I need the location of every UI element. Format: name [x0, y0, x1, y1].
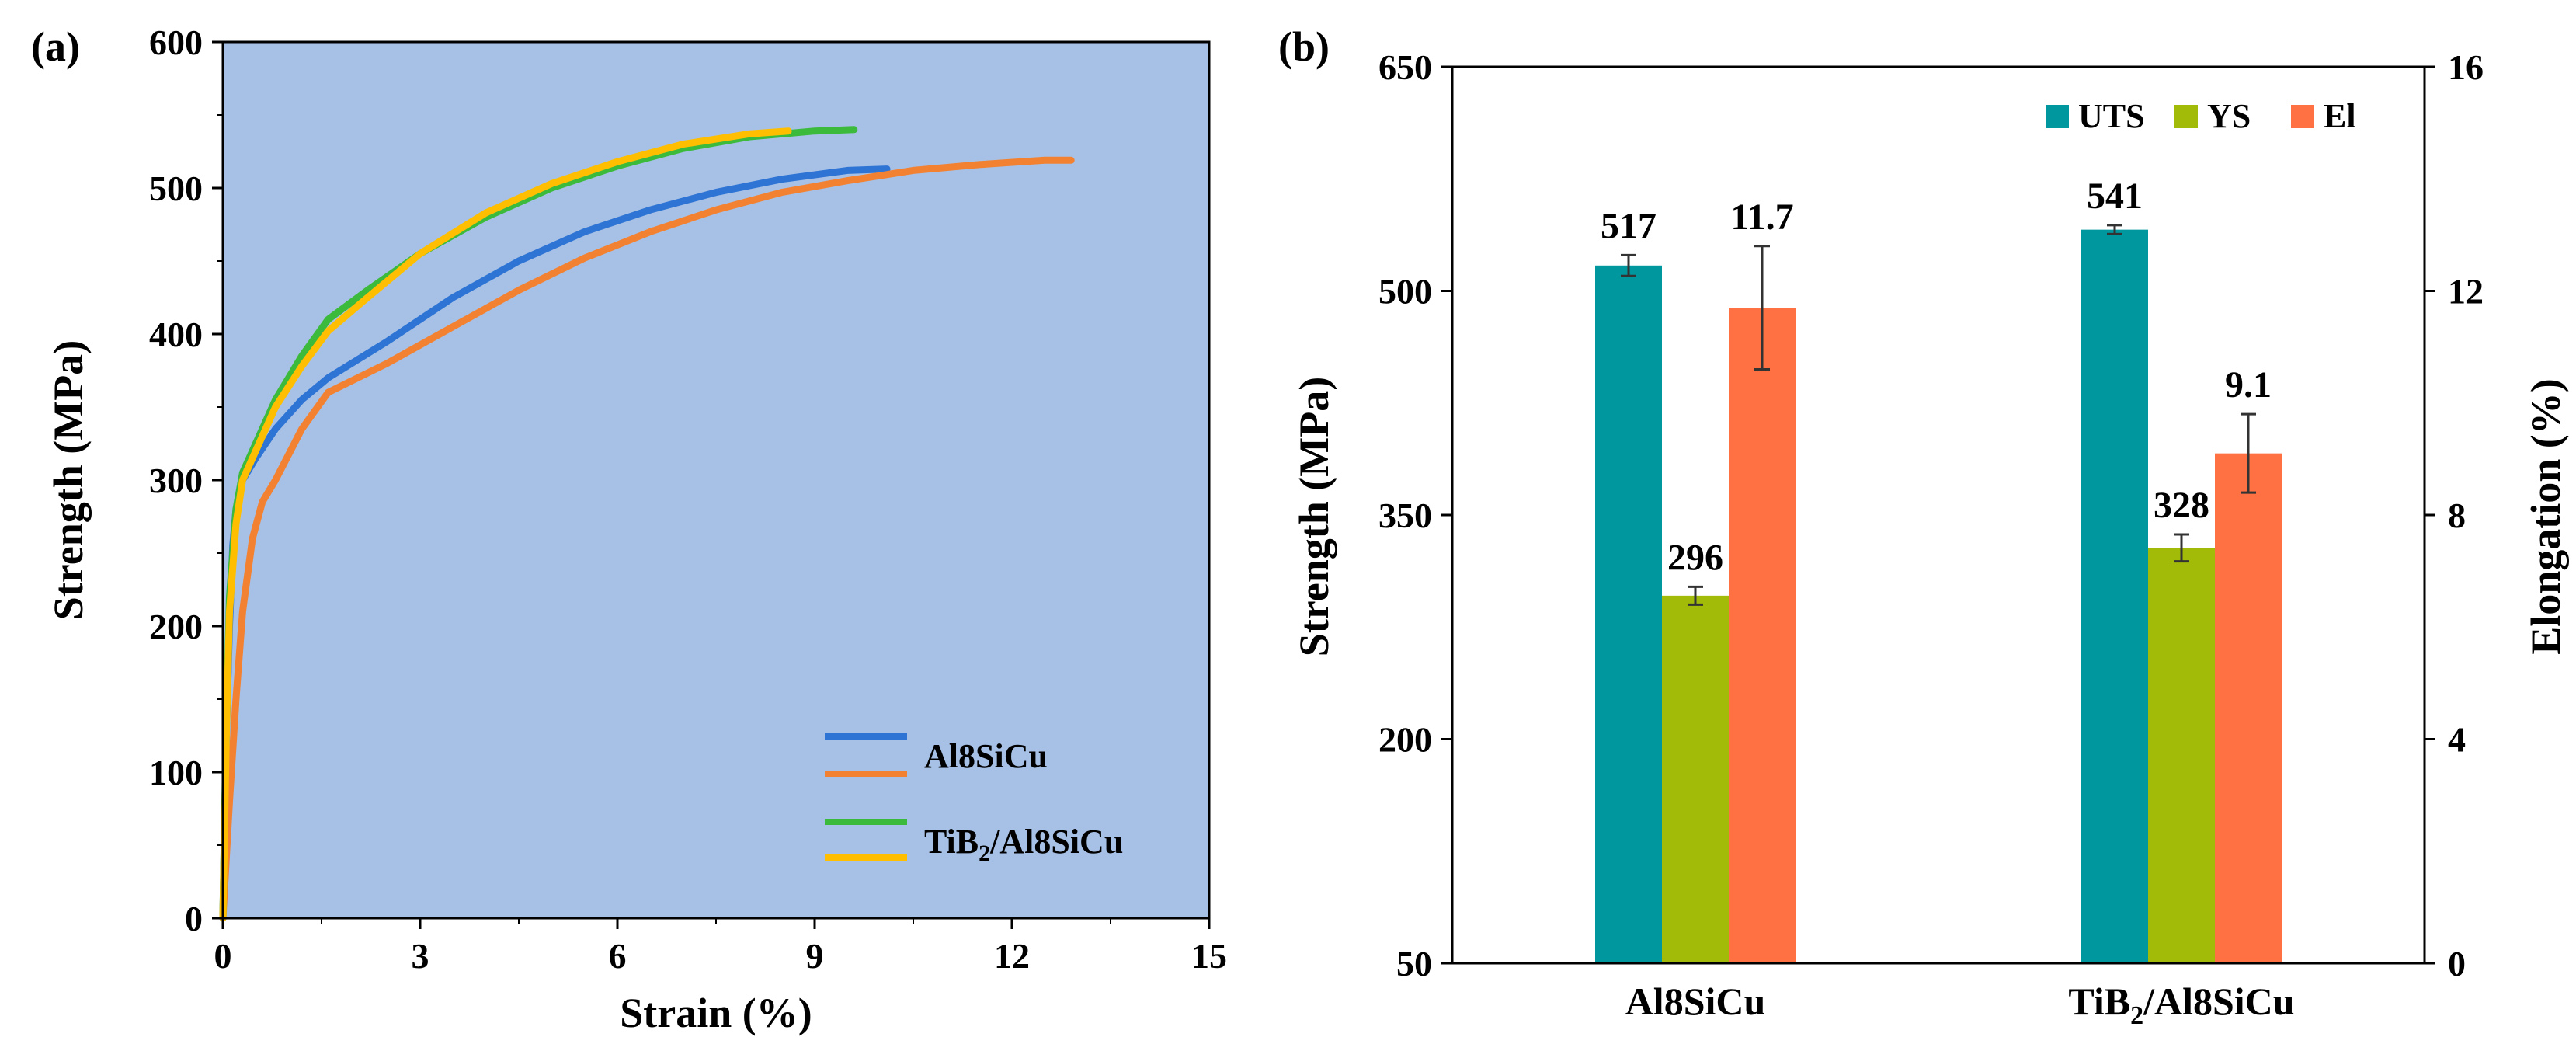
- data-label-uts-tib2-al8sicu: 541: [2087, 176, 2143, 217]
- right-tick-label: 16: [2448, 47, 2484, 87]
- right-tick-label: 0: [2448, 944, 2466, 983]
- y-tick-label: 600: [149, 23, 203, 62]
- x-tick-label: 6: [609, 936, 627, 976]
- right-tick-label: 12: [2448, 272, 2484, 311]
- plot-a-background: [223, 42, 1209, 918]
- bar-uts-tib2-al8sicu: [2081, 229, 2148, 964]
- left-tick-label: 650: [1378, 47, 1432, 87]
- panel-b-label: (b): [1278, 23, 1330, 70]
- category-label: Al8SiCu: [1625, 980, 1766, 1023]
- plot-a-legend: Al8SiCu TiB2/Al8SiCu: [825, 733, 1123, 866]
- data-label-uts-al8sicu: 517: [1601, 205, 1656, 246]
- right-tick-label: 8: [2448, 496, 2466, 535]
- bar-uts-al8sicu: [1595, 265, 1662, 963]
- series-line-al8sicu-2: [219, 156, 1075, 922]
- x-tick-label: 0: [214, 936, 232, 976]
- panel-a-line-chart: (a) 0 3 6 9 12 15 0 100 200 300 400 500 600 Strain …: [31, 23, 1227, 1036]
- legend-swatch-uts: [2046, 105, 2069, 128]
- error-bar-uts-al8sicu: [1621, 253, 1636, 277]
- plot-b-left-axis-label: Strength (MPa): [1291, 377, 1337, 656]
- legend-label-al8sicu: Al8SiCu: [924, 737, 1048, 775]
- y-tick-label: 200: [149, 607, 203, 646]
- plot-b-left-ticks: 50 200 350 500 650: [1378, 47, 1452, 983]
- plot-a-y-ticks: 0 100 200 300 400 500 600: [149, 23, 223, 938]
- error-bar-ys-al8sicu: [1688, 585, 1703, 606]
- plot-a-x-ticks: 0 3 6 9 12 15: [214, 918, 1227, 976]
- x-tick-label: 9: [806, 936, 824, 976]
- series-line-tib2-al8sicu-2: [219, 127, 792, 922]
- data-label-ys-al8sicu: 296: [1667, 537, 1723, 578]
- plot-a-series-lines: [219, 126, 1075, 922]
- error-bar-el-al8sicu: [1754, 245, 1770, 371]
- left-tick-label: 500: [1378, 272, 1432, 311]
- plot-a-x-axis-label: Strain (%): [620, 990, 812, 1036]
- legend-label-tib2-al8sicu: TiB2/Al8SiCu: [924, 823, 1123, 866]
- plot-a-y-axis-label: Strength (MPa): [45, 340, 92, 620]
- x-tick-label: 3: [412, 936, 429, 976]
- legend-label-uts: UTS: [2078, 97, 2145, 135]
- plot-b-legend: UTS YS El: [2046, 97, 2356, 135]
- y-tick-label: 300: [149, 461, 203, 500]
- plot-b-bars: 517 296 11.7 541 328 9.1: [1595, 176, 2282, 964]
- x-tick-label: 12: [994, 936, 1030, 976]
- error-bar-el-tib2-al8sicu: [2241, 412, 2256, 494]
- panel-b-bar-chart: (b) 517 296 11.7 541 328 9.1 50 200 350 500 650 0…: [1278, 23, 2569, 1030]
- plot-b-right-ticks: 0 4 8 12 16: [2425, 47, 2484, 983]
- left-tick-label: 200: [1378, 720, 1432, 760]
- panel-a-label: (a): [31, 23, 80, 70]
- legend-swatch-el: [2291, 105, 2314, 128]
- x-tick-label: 15: [1191, 936, 1227, 976]
- y-tick-label: 400: [149, 315, 203, 354]
- data-label-el-tib2-al8sicu: 9.1: [2225, 364, 2272, 405]
- category-label: TiB2/Al8SiCu: [2068, 980, 2294, 1030]
- bar-el-tib2-al8sicu: [2215, 453, 2282, 963]
- bar-el-al8sicu: [1729, 308, 1796, 963]
- plot-b-category-labels: Al8SiCu TiB2/Al8SiCu: [1625, 980, 2295, 1030]
- legend-label-ys: YS: [2207, 97, 2251, 135]
- y-tick-label: 0: [185, 899, 203, 938]
- error-bar-uts-tib2-al8sicu: [2107, 224, 2122, 235]
- left-tick-label: 350: [1378, 496, 1432, 535]
- error-bar-ys-tib2-al8sicu: [2174, 533, 2189, 563]
- bar-ys-tib2-al8sicu: [2148, 548, 2215, 963]
- data-label-el-al8sicu: 11.7: [1730, 197, 1793, 238]
- bar-ys-al8sicu: [1662, 595, 1729, 963]
- y-tick-label: 100: [149, 753, 203, 792]
- plot-b-right-axis-label: Elongation (%): [2522, 378, 2569, 655]
- left-tick-label: 50: [1396, 944, 1432, 983]
- right-tick-label: 4: [2448, 720, 2466, 760]
- data-label-ys-tib2-al8sicu: 328: [2154, 485, 2209, 526]
- legend-label-el: El: [2324, 97, 2356, 135]
- y-tick-label: 500: [149, 169, 203, 208]
- legend-swatch-ys: [2174, 105, 2198, 128]
